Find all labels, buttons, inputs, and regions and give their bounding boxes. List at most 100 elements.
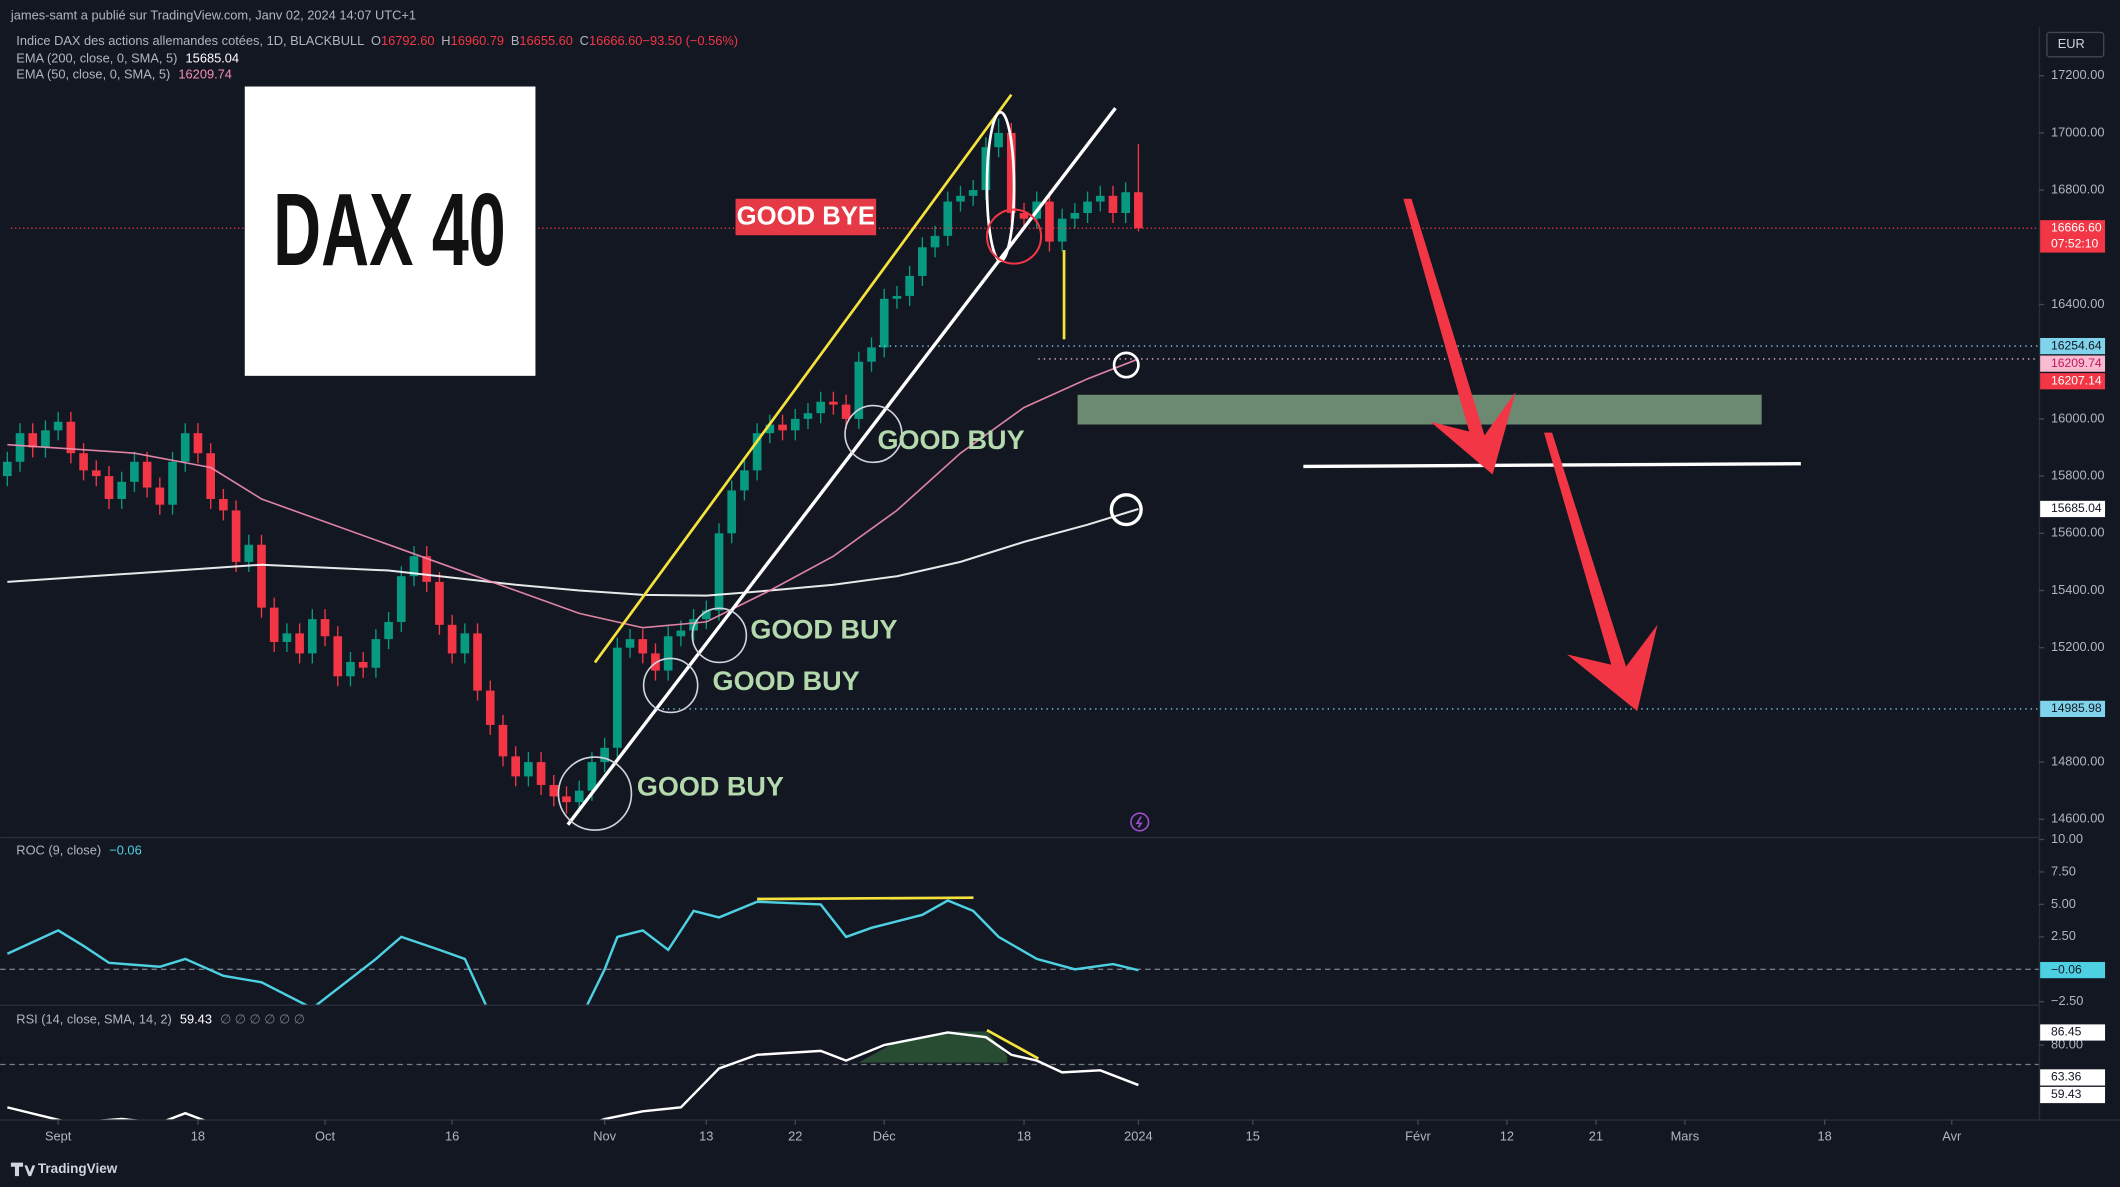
candle-body xyxy=(308,619,317,654)
legend-item: ROC (9, close) xyxy=(16,843,101,858)
candle-body xyxy=(130,461,139,482)
candle-body xyxy=(676,630,686,637)
candle-body xyxy=(854,361,864,419)
candle-body xyxy=(2,461,12,477)
roc-panel xyxy=(0,899,2039,1005)
legend-item: −93.50 (−0.56%) xyxy=(642,33,738,48)
candle-body xyxy=(1108,195,1118,213)
y-tick-label: 16800.00 xyxy=(2051,182,2105,197)
candle-body xyxy=(701,610,711,620)
axes: Sept 18 Oct 16 Nov 13 22 Déc 18 2024 15 Févr 12 21 Mar… xyxy=(45,67,2106,1143)
candle-body xyxy=(447,624,457,654)
candle-body xyxy=(358,661,368,668)
logo-text: DAX 40 xyxy=(273,172,506,287)
candle-body xyxy=(1095,195,1105,202)
price-label-box xyxy=(2040,337,2106,355)
candle-body xyxy=(117,481,127,499)
price-label: 63.36 xyxy=(2051,1070,2082,1084)
legend-item: 16960.79 xyxy=(451,33,505,48)
candle-body xyxy=(409,556,419,577)
y-tick-label: 16400.00 xyxy=(2051,296,2105,311)
candle-body xyxy=(587,762,597,791)
x-tick-label: Févr xyxy=(1405,1128,1431,1143)
candle-body xyxy=(91,470,101,477)
candle-body xyxy=(295,633,304,654)
buy-label: GOOD BUY xyxy=(713,666,860,696)
legend-item: 16209.74 xyxy=(178,67,232,82)
price-label-box xyxy=(2040,220,2106,253)
price-label-box xyxy=(2040,373,2106,390)
legend-item: H xyxy=(441,33,450,48)
candle-body xyxy=(155,487,165,505)
legend-item: ∅ ∅ ∅ ∅ ∅ ∅ xyxy=(220,1012,305,1027)
currency[interactable]: EUR xyxy=(2058,36,2085,51)
arrow-head xyxy=(1566,624,1658,712)
x-tick-label: Sept xyxy=(45,1128,72,1143)
x-tick-label: 21 xyxy=(1589,1128,1603,1143)
x-tick-label: 12 xyxy=(1500,1128,1514,1143)
currency-button[interactable] xyxy=(2046,31,2105,58)
price-label-box xyxy=(2040,1086,2106,1104)
candle-body xyxy=(1134,192,1143,229)
candle-body xyxy=(930,235,940,248)
candle-body xyxy=(79,453,88,471)
candle-body xyxy=(562,796,571,803)
legend-item: EMA (50, close, 0, SMA, 5) xyxy=(16,67,170,82)
candle-body xyxy=(574,790,584,803)
legend: Indice DAX des actions allemandes cotées… xyxy=(16,33,738,1027)
candle-body xyxy=(663,636,673,671)
candle-body xyxy=(320,619,330,637)
candle-body xyxy=(435,581,444,625)
x-tick-label: 18 xyxy=(1818,1128,1832,1143)
y-tick-label: 15400.00 xyxy=(2051,582,2105,597)
x-tick-label: 18 xyxy=(1017,1128,1031,1143)
x-tick-label: 18 xyxy=(191,1128,205,1143)
brand: TradingView xyxy=(38,1161,118,1176)
circle-mark xyxy=(557,756,633,831)
candle-body xyxy=(15,433,25,462)
circle-mark xyxy=(1112,351,1140,379)
candle-body xyxy=(536,762,546,785)
candle-body xyxy=(460,633,470,654)
candle-body xyxy=(841,404,851,419)
event-icon[interactable] xyxy=(1130,812,1150,832)
candle-body xyxy=(790,418,800,431)
indicator-line xyxy=(6,899,1139,1005)
y-tick-label: 5.00 xyxy=(2051,896,2076,911)
indicator-line xyxy=(7,1031,1139,1120)
price-label-box xyxy=(2040,1024,2106,1041)
candle-body xyxy=(231,510,241,562)
arrow-head xyxy=(1430,392,1516,475)
trend-line xyxy=(593,93,1013,664)
candle-body xyxy=(638,639,648,654)
x-tick-label: 13 xyxy=(699,1128,713,1143)
sell-label: GOOD BYE xyxy=(737,202,875,230)
candle-body xyxy=(803,413,813,419)
x-tick-label: Mars xyxy=(1671,1128,1700,1143)
legend-line: ROC (9, close) −0.06 xyxy=(16,843,141,858)
candle-body xyxy=(193,433,203,454)
candle-body xyxy=(485,690,495,725)
ema-line xyxy=(7,358,1139,629)
price-label-box xyxy=(2040,961,2106,979)
price-label-box xyxy=(2040,700,2106,718)
price-label-box xyxy=(2040,1069,2106,1086)
y-tick-label: 2.50 xyxy=(2051,928,2076,943)
candle-body xyxy=(1083,201,1092,213)
legend-item: Indice DAX des actions allemandes cotées… xyxy=(16,33,364,48)
y-tick-label: 15600.00 xyxy=(2051,525,2105,540)
candle-body xyxy=(765,424,775,434)
candle-body xyxy=(168,461,177,505)
candle-body xyxy=(219,498,228,511)
price-label-box xyxy=(2040,500,2106,518)
drawings: DAX 40 GOOD BYE GOOD BUY GOOD BUY GOOD B… xyxy=(244,86,1801,1060)
logo-box xyxy=(244,86,536,376)
candle-body xyxy=(981,147,991,191)
candle-body xyxy=(994,132,1003,148)
candle-body xyxy=(28,433,38,448)
x-tick-label: Déc xyxy=(873,1128,896,1143)
candle-body xyxy=(180,433,190,462)
sell-box xyxy=(735,198,877,236)
candle-body xyxy=(346,661,355,677)
